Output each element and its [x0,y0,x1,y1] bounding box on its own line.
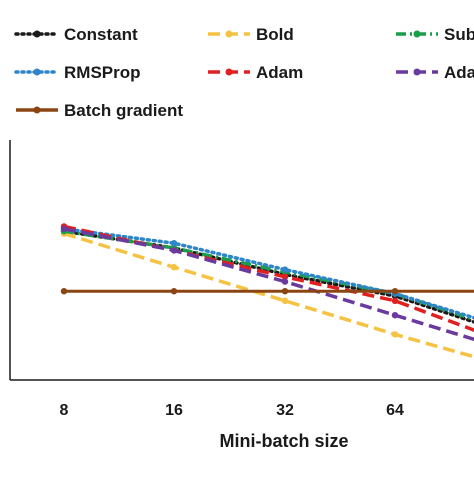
legend-marker [413,68,421,76]
x-tick-label: 32 [276,402,294,419]
legend-label: Bold [256,25,294,44]
data-point [391,297,399,304]
series-constant [60,228,474,324]
data-point [281,288,289,295]
data-point [60,288,68,295]
x-tick-labels: 8 16 32 64 [60,402,404,419]
x-tick-label: 64 [386,402,404,419]
data-point [281,278,289,285]
series-line-bold [63,231,474,359]
legend-marker [33,106,41,114]
legend-label: Adam [256,63,303,82]
series-adamax [60,225,474,342]
legend-item-constant: Constant [14,25,138,44]
data-point [170,247,178,254]
series-line-subgradient [63,229,474,322]
data-point [170,240,178,247]
data-point [281,297,289,304]
data-point [60,225,68,232]
legend-label: RMSProp [64,63,141,82]
legend-marker [225,68,233,76]
legend-label: Batch gradient [64,101,183,120]
series-subgradient [60,228,474,322]
x-tick-label: 8 [60,402,69,419]
legend-item-subgradient: Subgradient [396,25,474,44]
legend-marker [33,30,41,38]
series-layer [60,223,474,359]
legend-item-bold: Bold [208,25,294,44]
x-axis-title: Mini-batch size [219,431,348,451]
data-point [281,273,289,280]
data-point [170,288,178,295]
legend-label: Constant [64,25,138,44]
legend-item-adamax: Adamax [396,63,474,82]
series-line-adam [63,224,474,332]
legend-item-rmsprop: RMSProp [14,63,141,82]
legend-item-adam: Adam [208,63,303,82]
legend: Constant Bold Subgradient RMSProp Adam Adamax… [14,25,474,120]
data-point [281,266,289,273]
series-bold [60,230,474,359]
x-tick-label: 16 [165,402,183,419]
legend-label: Subgradient [444,25,474,44]
series-line-constant [62,229,474,324]
legend-marker [33,68,41,76]
data-point [170,264,178,271]
data-point [391,331,399,338]
legend-marker [413,30,421,38]
legend-marker [225,30,233,38]
legend-item-batch-gradient: Batch gradient [16,101,183,120]
data-point [391,288,399,295]
legend-label: Adamax [444,63,474,82]
data-point [391,312,399,319]
axes [9,140,474,381]
series-batch-gradient [60,288,474,295]
series-line-adamax [63,227,474,342]
series-line-rmsprop [62,227,474,320]
